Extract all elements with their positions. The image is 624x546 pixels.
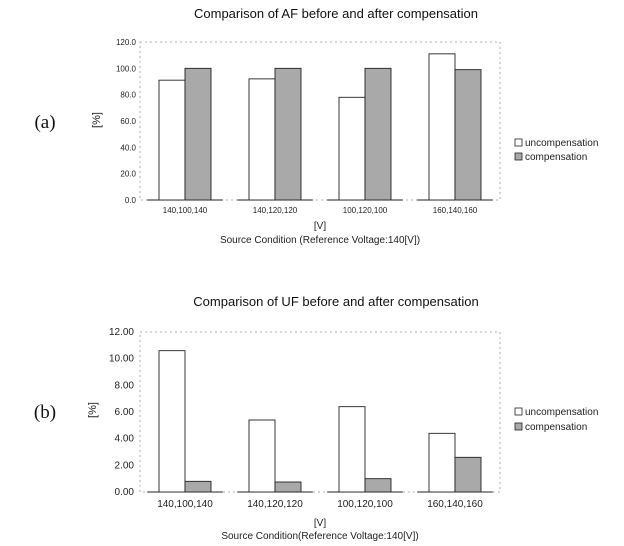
panel-label-b: (b) [34,402,56,423]
plot-area-b [139,331,501,493]
chart0-x-tick-label: 160,140,160 [433,206,478,215]
chart0-y-tick-label: 100.0 [116,64,137,73]
chart-panel-b: Comparison of UF before and after compen… [34,294,598,542]
legend-swatch-compensation-a [514,152,523,161]
legend-label-uncompensation-a: uncompensation [525,138,598,149]
chart1-x-tick-label: 140,100,140 [157,499,213,510]
y-axis-label-a: [%] [91,112,103,128]
chart1-bar-uncompensation-2 [338,406,366,493]
chart0-y-tick-label: 60.0 [120,117,136,126]
chart0-bar-compensation-1 [274,67,302,201]
chart0-bar-uncompensation-2 [338,96,366,201]
legend-swatch-compensation-b [514,422,523,431]
chart0-bar-uncompensation-1 [248,78,276,201]
chart1-y-tick-label: 8.00 [115,380,135,391]
x-axis-label-b: Source Condition(Reference Voltage:140[V… [221,531,418,542]
legend-swatch-uncompensation-a [514,138,523,147]
chart-title-a: Comparison of AF before and after compen… [194,6,478,21]
chart0-bar-uncompensation-0 [158,79,186,201]
chart0-x-tick-label: 140,120,120 [253,206,298,215]
x-unit-b: [V] [314,518,326,529]
chart1-y-tick-label: 10.00 [109,354,134,365]
chart0-y-tick-label: 40.0 [120,143,136,152]
chart0-x-tick-label: 140,100,140 [163,206,208,215]
legend-label-uncompensation-b: uncompensation [525,407,598,418]
chart1-y-tick-label: 0.00 [115,487,135,498]
panel-label-a: (a) [34,112,55,133]
chart1-bar-uncompensation-0 [158,350,186,493]
chart1-bar-uncompensation-3 [428,432,456,493]
chart0-y-tick-label: 80.0 [120,91,136,100]
bars-b [147,350,493,493]
chart0-y-tick-label: 120.0 [116,38,137,47]
chart0-bar-compensation-0 [184,67,212,201]
x-ticks-a: 140,100,140 140,120,120 100,120,100 160,140… [163,206,478,215]
y-ticks-b: 0.00 2.00 4.00 6.00 8.00 10.00 12.00 [109,327,134,498]
chart1-bar-compensation-3 [454,456,482,493]
chart-panel-a: Comparison of AF before and after compen… [34,6,598,246]
chart1-y-tick-label: 6.00 [115,407,135,418]
chart1-bar-compensation-1 [274,481,302,493]
chart0-x-tick-label: 100,120,100 [343,206,388,215]
chart0-bar-uncompensation-3 [428,53,456,201]
chart1-x-tick-label: 100,120,100 [337,499,393,510]
chart1-y-tick-label: 2.00 [115,460,135,471]
chart0-bar-compensation-2 [364,67,392,201]
legend-label-compensation-a: compensation [525,152,587,163]
chart1-bar-uncompensation-1 [248,419,276,493]
chart1-x-tick-label: 140,120,120 [247,499,303,510]
legend-b: uncompensation compensation [514,407,598,433]
legend-label-compensation-b: compensation [525,422,587,433]
chart0-y-tick-label: 0.0 [125,196,137,205]
bars-a [147,53,493,201]
chart1-x-tick-label: 160,140,160 [427,499,483,510]
chart1-y-tick-label: 4.00 [115,434,135,445]
chart0-y-tick-label: 20.0 [120,170,136,179]
x-ticks-b: 140,100,140 140,120,120 100,120,100 160,140… [157,499,483,510]
legend-a: uncompensation compensation [514,138,598,163]
legend-swatch-uncompensation-b [514,407,523,416]
y-axis-label-b: [%] [87,402,99,418]
chart1-bar-compensation-2 [364,478,392,493]
x-axis-label-a: Source Condition (Reference Voltage:140[… [220,235,420,246]
chart0-bar-compensation-3 [454,69,482,201]
y-ticks-a: 0.0 20.0 40.0 60.0 80.0 100.0 120.0 [116,38,137,205]
chart1-y-tick-label: 12.00 [109,327,134,338]
plot-area-a [139,41,501,201]
chart-title-b: Comparison of UF before and after compen… [193,294,478,309]
chart1-bar-compensation-0 [184,480,212,493]
x-unit-a: [V] [314,221,326,232]
